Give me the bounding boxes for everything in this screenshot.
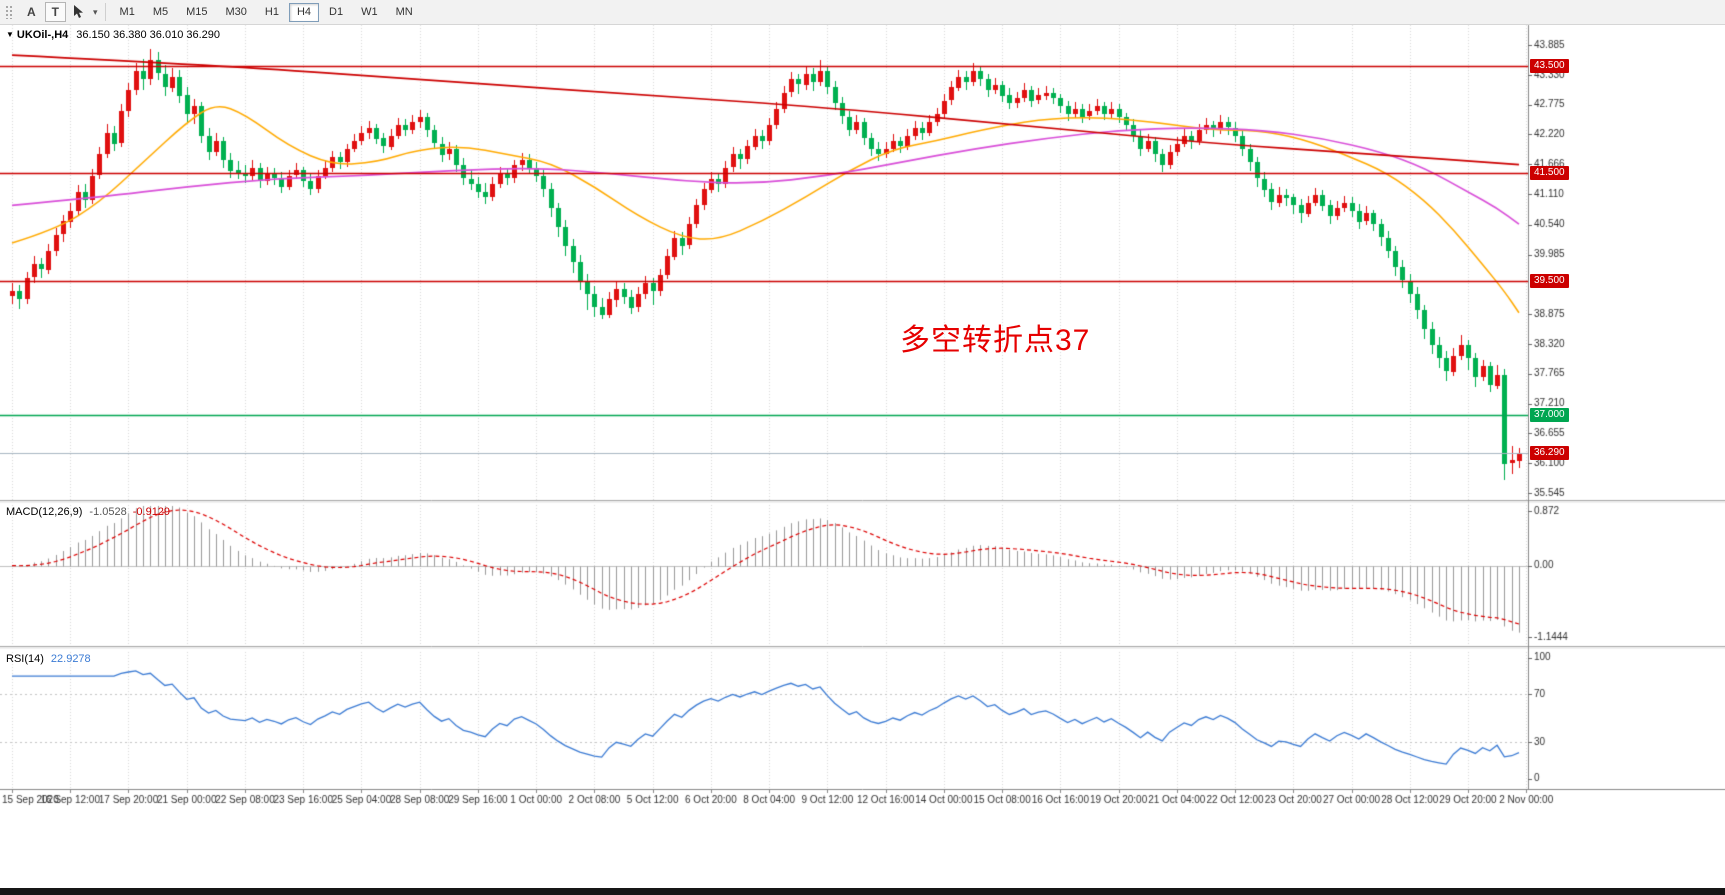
timeframe-toolbar: M1 M5 M15 M30 H1 H4 D1 W1 MN — [111, 2, 422, 22]
macd-signal-value: -0.9129 — [132, 506, 171, 518]
window-bottom-edge — [0, 888, 1725, 895]
chart-collapse-icon[interactable]: ▼ — [6, 30, 14, 39]
rsi-label: RSI(14) — [6, 653, 44, 665]
timeframe-button-d1[interactable]: D1 — [321, 3, 351, 22]
toolbar: A T ▾ M1 M5 M15 M30 H1 H4 D1 W1 MN — [0, 0, 1725, 25]
rsi-header: RSI(14) 22.9278 — [6, 653, 91, 665]
timeframe-button-m5[interactable]: M5 — [145, 3, 176, 22]
dropdown-caret-icon[interactable]: ▾ — [93, 6, 98, 17]
price-tag-39.500: 39.500 — [1530, 273, 1569, 288]
timeframe-button-h1[interactable]: H1 — [257, 3, 287, 22]
price-tag-43.500: 43.500 — [1530, 58, 1569, 73]
cursor-tool-button[interactable] — [67, 1, 91, 23]
toolbar-separator — [104, 3, 106, 21]
timeframe-button-w1[interactable]: W1 — [353, 3, 386, 22]
toolbar-gripper-icon[interactable] — [5, 5, 14, 19]
timeframe-button-mn[interactable]: MN — [388, 3, 421, 22]
macd-main-value: -1.0528 — [89, 506, 127, 518]
timeframe-button-h4[interactable]: H4 — [288, 2, 320, 22]
price-tag-41.500: 41.500 — [1530, 166, 1569, 181]
macd-label: MACD(12,26,9) — [6, 506, 83, 518]
price-tag-37.000: 37.000 — [1530, 407, 1569, 422]
timeframe-button-m15[interactable]: M15 — [178, 3, 215, 22]
chart-annotation-text[interactable]: 多空转折点37 — [900, 324, 1091, 357]
timeframe-button-m1[interactable]: M1 — [112, 3, 143, 22]
macd-header: MACD(12,26,9) -1.0528 -0.9129 — [6, 506, 170, 518]
text-tool-button[interactable]: T — [44, 2, 67, 22]
cursor-arrow-icon — [74, 5, 84, 18]
timeframe-button-m30[interactable]: M30 — [218, 3, 255, 22]
chart-symbol-period: UKOil-,H4 — [16, 29, 69, 41]
rsi-value: 22.9278 — [50, 653, 91, 665]
chart-ohlc-values: 36.150 36.380 36.010 36.290 — [76, 29, 221, 41]
annotation-tool-button[interactable]: A — [20, 2, 43, 22]
price-tag-36.290: 36.290 — [1530, 445, 1569, 460]
chart-header: ▼ UKOil-,H4 36.150 36.380 36.010 36.290 — [6, 29, 220, 41]
